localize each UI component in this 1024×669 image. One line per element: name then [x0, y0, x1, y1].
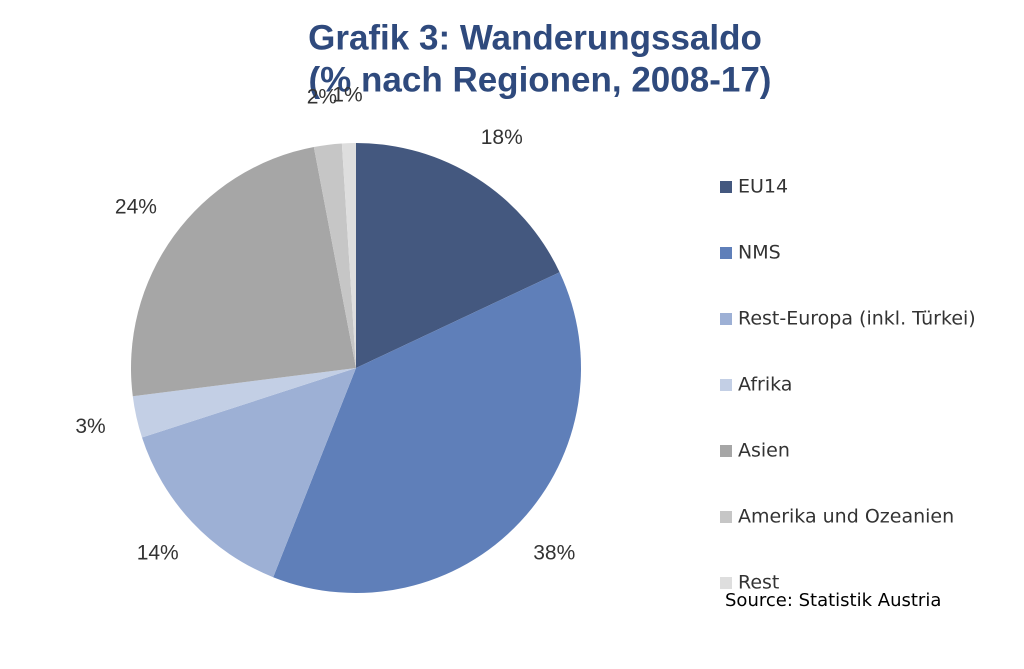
value-label: 1%: [332, 84, 362, 107]
value-label: 3%: [75, 415, 105, 438]
legend-label: Asien: [738, 440, 790, 462]
source: Source: Statistik Austria: [725, 590, 941, 611]
chart-title: (% nach Regionen, 2008-17): [309, 60, 772, 99]
legend-label: Afrika: [738, 374, 792, 396]
pie-slice: [341, 143, 356, 368]
legend-swatch: [720, 313, 732, 325]
legend-swatch: [720, 247, 732, 259]
pie-slice: [132, 368, 356, 438]
legend-swatch: [720, 445, 732, 457]
pie-slice: [142, 368, 356, 578]
value-label: 38%: [533, 542, 575, 565]
pie-slice: [313, 143, 356, 368]
legend-label: Rest: [738, 572, 779, 594]
legend-swatch: [720, 379, 732, 391]
value-label: 2%: [307, 86, 337, 109]
legend-label: Amerika und Ozeanien: [738, 506, 954, 528]
chart-title: Grafik 3: Wanderungssaldo: [308, 18, 762, 57]
value-label: 14%: [137, 542, 179, 565]
pie-slice: [356, 143, 560, 368]
legend-label: EU14: [738, 176, 788, 198]
legend-swatch: [720, 511, 732, 523]
legend-label: NMS: [738, 242, 781, 264]
value-label: 18%: [481, 126, 523, 149]
legend-swatch: [720, 181, 732, 193]
pie-slice: [273, 272, 581, 593]
legend-label: Rest-Europa (inkl. Türkei): [738, 308, 976, 330]
pie-slice: [130, 146, 356, 397]
value-label: 24%: [115, 196, 157, 219]
legend-swatch: [720, 577, 732, 589]
